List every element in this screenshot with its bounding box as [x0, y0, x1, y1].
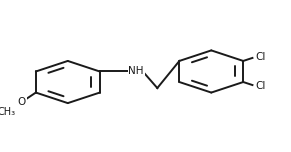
Text: CH₃: CH₃	[0, 107, 16, 117]
Text: O: O	[17, 97, 26, 107]
Text: NH: NH	[129, 66, 144, 76]
Text: Cl: Cl	[255, 81, 265, 91]
Text: Cl: Cl	[255, 52, 265, 62]
